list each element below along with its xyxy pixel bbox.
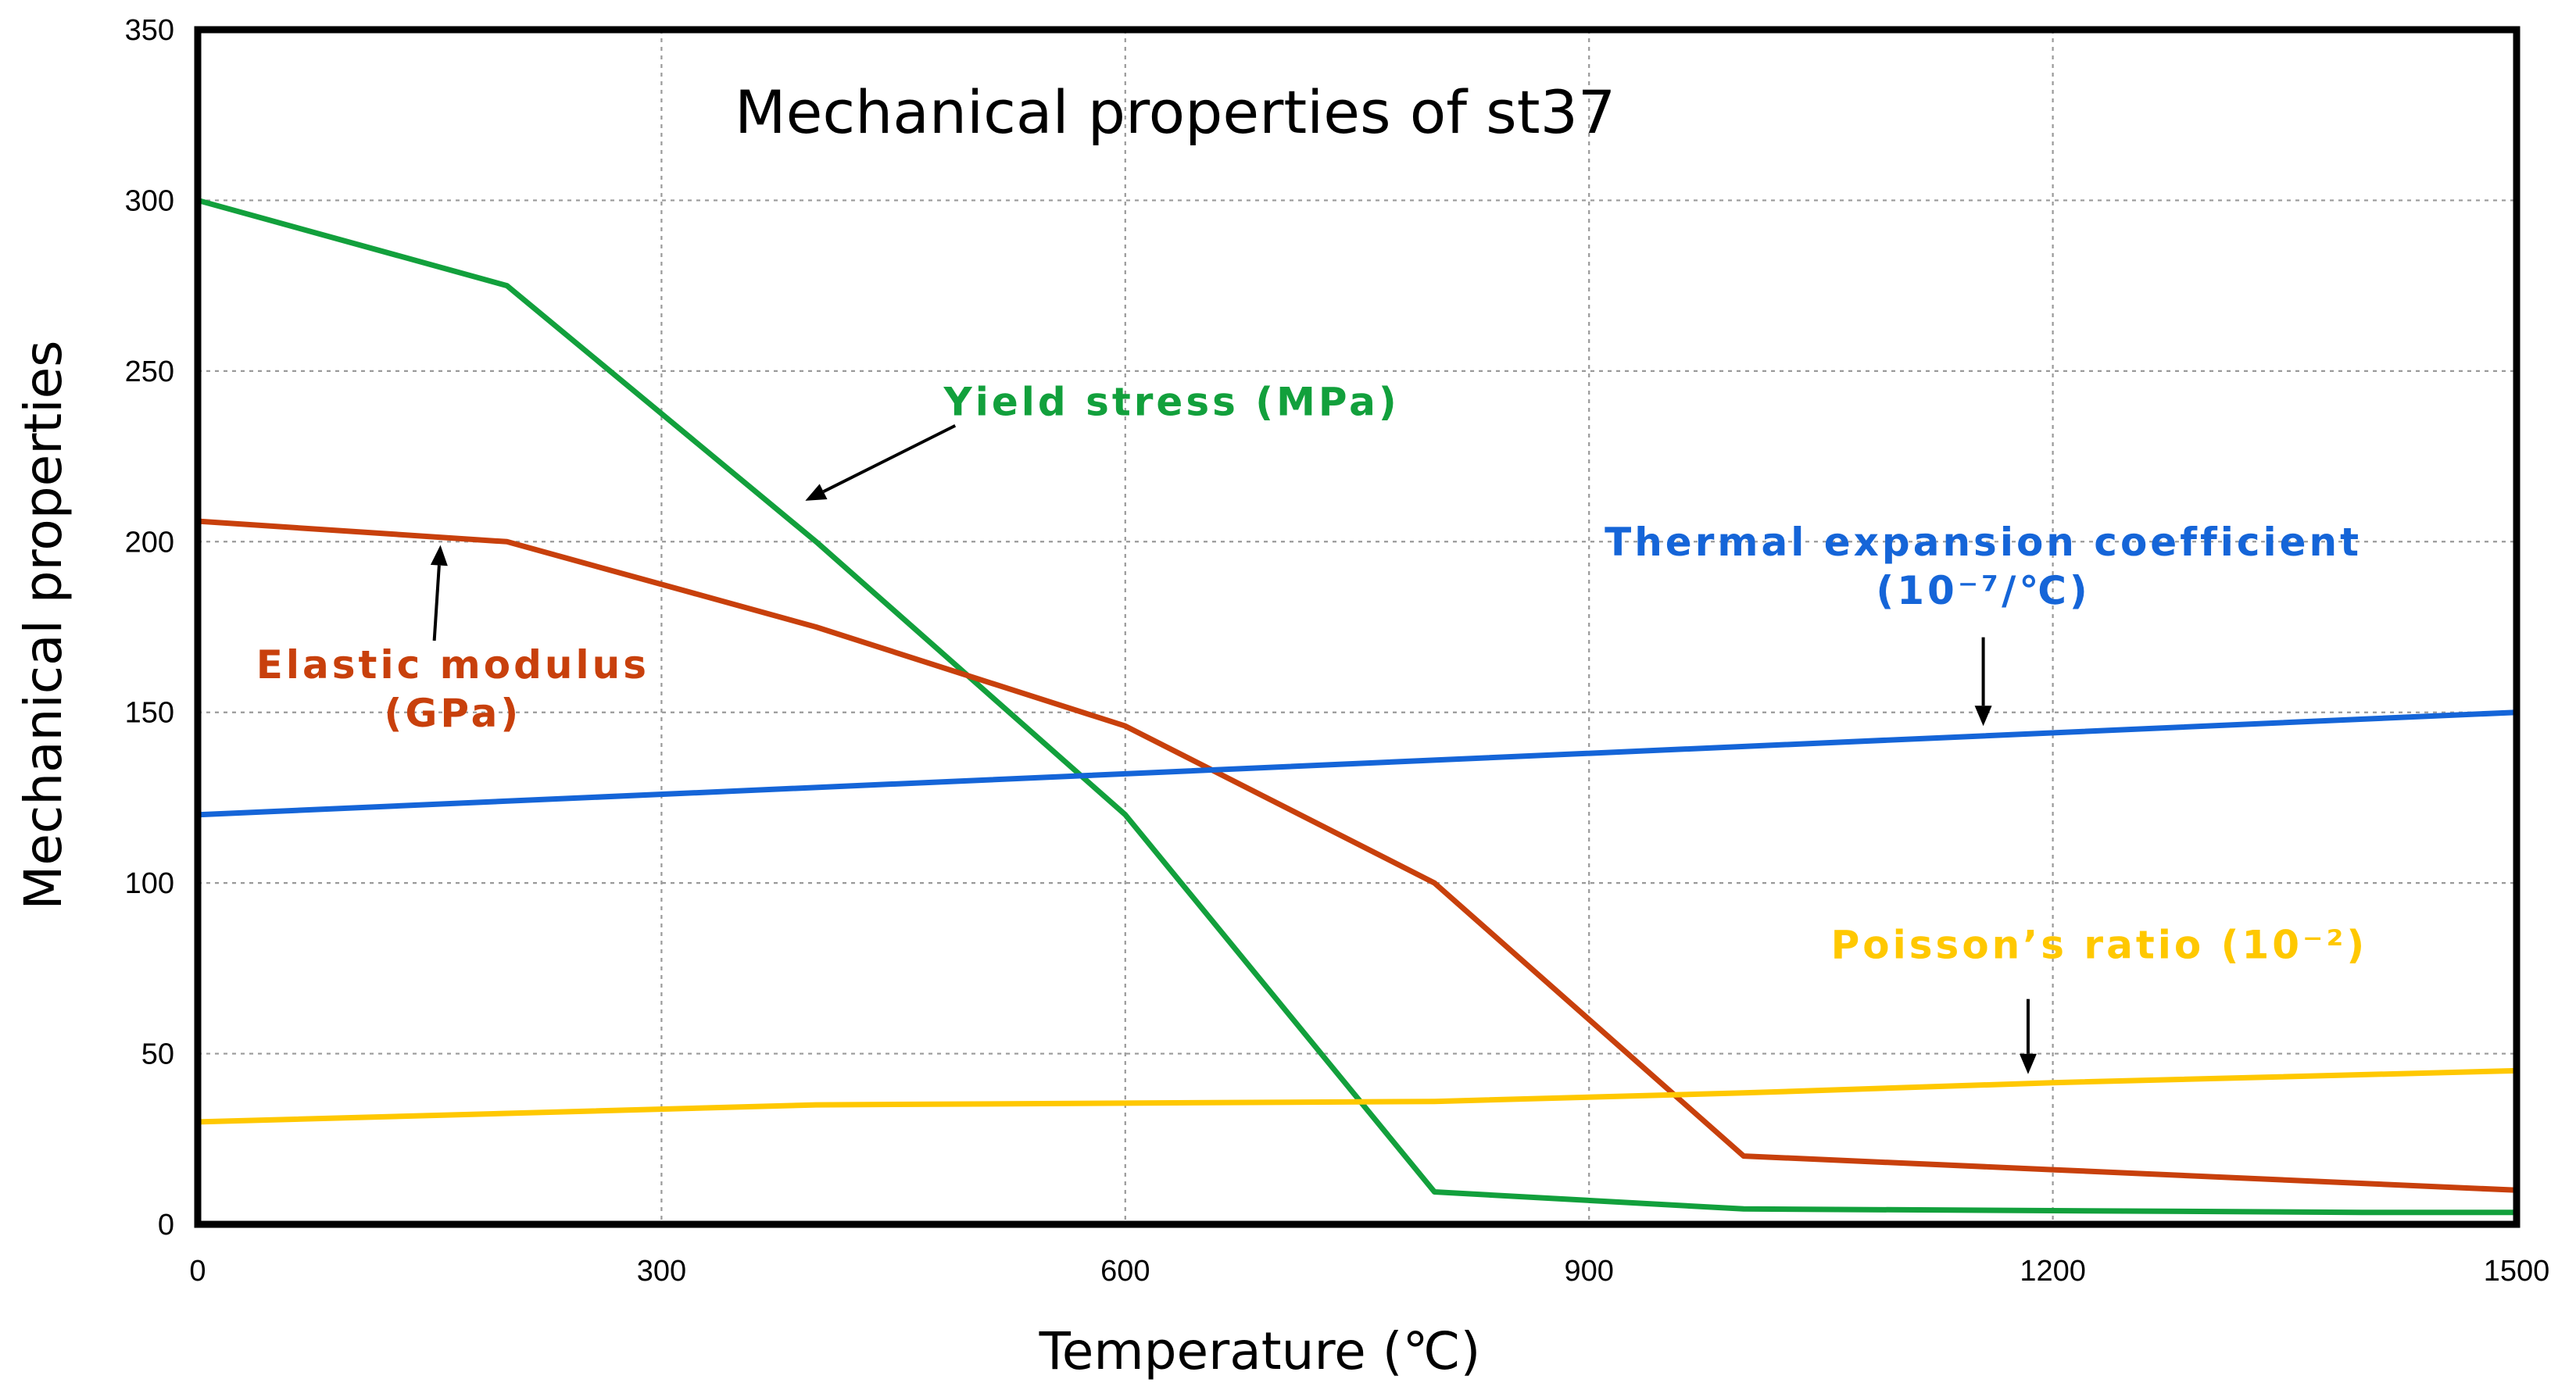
y-tick-label: 350: [125, 14, 174, 47]
y-tick-label: 250: [125, 356, 174, 388]
series-label: Poisson’s ratio (10⁻²): [1831, 922, 2368, 967]
annotation-arrow: [822, 423, 957, 494]
series-line-yield-stress-mpa: [195, 197, 2520, 1216]
axis-ticks: 0 300 600 900 1200 1500 0 50 100 150 200 250 300 350: [125, 14, 2550, 1288]
x-axis-title: Temperature (℃): [1039, 1321, 1481, 1381]
series-label: Thermal expansion coefficient: [1605, 520, 2362, 565]
x-tick-label: 0: [189, 1255, 206, 1288]
y-tick-label: 300: [125, 184, 174, 217]
y-tick-label: 50: [141, 1038, 174, 1071]
y-tick-label: 0: [158, 1209, 174, 1242]
series-line-thermal-expansion-coefficient-10: [195, 709, 2520, 818]
annotations: Yield stress (MPa) Elastic modulus(GPa) Th…: [256, 380, 2368, 1074]
y-tick-label: 100: [125, 867, 174, 900]
series-group: [195, 197, 2520, 1216]
series-line-elastic-modulus-gpa: [195, 518, 2520, 1193]
y-axis-title: Mechanical properties: [13, 340, 73, 909]
x-tick-label: 1200: [2020, 1255, 2086, 1288]
x-tick-label: 600: [1100, 1255, 1150, 1288]
plot-frame: [194, 26, 2521, 1228]
series-label: Elastic modulus: [256, 642, 649, 688]
series-label: (10⁻⁷/℃): [1876, 568, 2090, 613]
annotation-arrowhead: [1974, 706, 1992, 727]
x-tick-label: 1500: [2484, 1255, 2550, 1288]
annotation-arrowhead: [430, 545, 448, 566]
series-label: (GPa): [384, 691, 521, 736]
annotation-arrowhead: [805, 484, 828, 501]
series-label: Yield stress (MPa): [943, 380, 1400, 425]
chart-title: Mechanical properties of st37: [735, 77, 1615, 147]
y-tick-label: 150: [125, 697, 174, 730]
annotation-arrowhead: [2019, 1053, 2037, 1074]
x-tick-label: 900: [1564, 1255, 1613, 1288]
y-tick-label: 200: [125, 526, 174, 559]
annotation-arrow: [432, 565, 441, 641]
series-line-poisson-s-ratio-10: [195, 1067, 2520, 1125]
x-tick-label: 300: [637, 1255, 686, 1288]
